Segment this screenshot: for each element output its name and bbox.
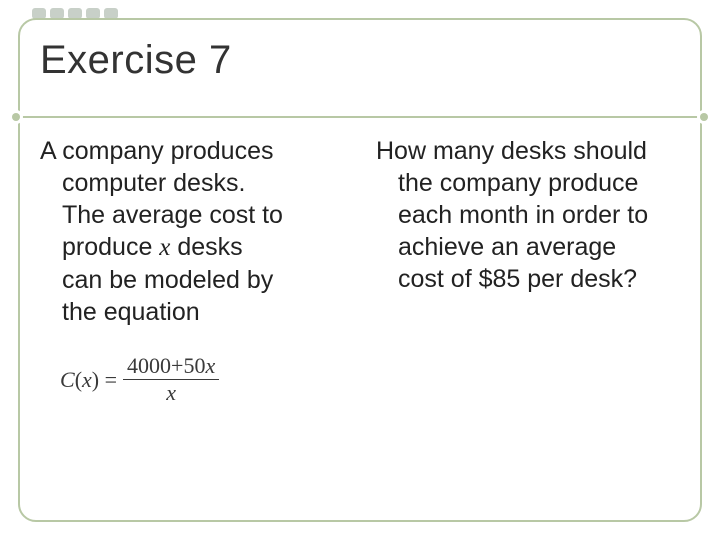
- fraction: 4000+50x x: [123, 354, 219, 405]
- variable-x: x: [82, 367, 92, 392]
- text-line: achieve an average: [398, 233, 616, 261]
- equation-lhs: C(x) =: [60, 366, 117, 394]
- right-column: How many desks should the company produc…: [376, 135, 680, 500]
- cost-equation: C(x) = 4000+50x x: [40, 354, 344, 405]
- problem-text: A company produces computer desks. The a…: [40, 135, 344, 328]
- num-coeff: 50: [183, 353, 205, 378]
- title-area: Exercise 7: [20, 20, 700, 93]
- text-line: the company produce: [398, 169, 638, 197]
- variable-x: x: [205, 353, 215, 378]
- divider-endcap: [700, 113, 708, 121]
- content-area: A company produces computer desks. The a…: [40, 135, 680, 500]
- text-line: A company produces: [40, 137, 273, 165]
- text-line: The average cost to: [62, 201, 283, 229]
- denominator: x: [166, 380, 176, 405]
- text-line-part: produce: [62, 233, 159, 261]
- slide-frame: Exercise 7 A company produces computer d…: [18, 18, 702, 522]
- variable-x: x: [166, 380, 176, 405]
- divider-endcap: [12, 113, 20, 121]
- text-line: cost of $85 per desk?: [398, 265, 637, 293]
- question-text: How many desks should the company produc…: [376, 135, 680, 295]
- title-divider: [17, 116, 703, 118]
- num-const: 4000: [127, 353, 171, 378]
- left-column: A company produces computer desks. The a…: [40, 135, 344, 500]
- num-op: +: [171, 353, 183, 378]
- text-line: each month in order to: [398, 201, 648, 229]
- slide-title: Exercise 7: [40, 38, 680, 83]
- function-name: C: [60, 367, 75, 392]
- text-line: can be modeled by: [62, 266, 273, 294]
- numerator: 4000+50x: [123, 354, 219, 380]
- text-line: How many desks should: [376, 137, 647, 165]
- text-line: the equation: [62, 298, 200, 326]
- variable-x: x: [159, 234, 170, 261]
- text-line-part: desks: [170, 233, 242, 261]
- text-line: computer desks.: [62, 169, 245, 197]
